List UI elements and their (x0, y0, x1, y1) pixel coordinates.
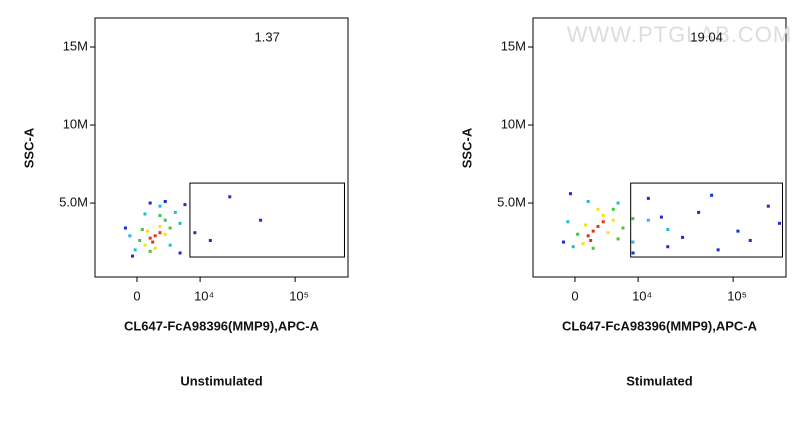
event-dot (631, 251, 635, 255)
plot-frame (94, 17, 349, 278)
gate-percent: 19.04 (690, 29, 723, 44)
event-dot (193, 231, 197, 235)
x-tick-label: 0 (133, 288, 140, 303)
y-tick-label: 5.0M (497, 194, 526, 209)
event-dot (616, 237, 620, 241)
event-dot (611, 218, 615, 222)
event-dot (586, 199, 590, 203)
event-dot (143, 212, 147, 216)
plot-frame (532, 17, 787, 278)
event-dot (736, 229, 740, 233)
event-dot (168, 226, 172, 230)
event-dot (158, 231, 162, 235)
event-dot (143, 243, 147, 247)
gate (630, 182, 783, 258)
event-dot (183, 203, 187, 207)
event-dot (576, 232, 580, 236)
event-dot (584, 223, 588, 227)
event-dot (591, 229, 595, 233)
event-dot (571, 245, 575, 249)
event-dot (748, 238, 752, 242)
event-dot (178, 221, 182, 225)
y-tick-label: 10M (501, 116, 526, 131)
event-dot (128, 234, 132, 238)
event-dot (716, 248, 720, 252)
caption: Unstimulated (180, 373, 262, 388)
y-tick-label: 15M (501, 38, 526, 53)
event-dot (646, 196, 650, 200)
event-dot (606, 231, 610, 235)
gate (189, 182, 345, 258)
event-dot (568, 192, 572, 196)
x-tick-label: 10⁴ (194, 288, 214, 303)
event-dot (123, 226, 127, 230)
event-dot (596, 207, 600, 211)
event-dot (611, 207, 615, 211)
event-dot (596, 224, 600, 228)
event-dot (158, 224, 162, 228)
event-dot (153, 246, 157, 250)
event-dot (163, 232, 167, 236)
event-dot (586, 234, 590, 238)
event-dot (561, 240, 565, 244)
event-dot (601, 220, 605, 224)
x-tick-label: 0 (571, 288, 578, 303)
y-tick-label: 10M (63, 116, 88, 131)
x-tick-label: 10⁵ (727, 288, 747, 303)
event-dot (140, 228, 144, 232)
event-dot (151, 240, 155, 244)
y-tick-label: 5.0M (59, 194, 88, 209)
watermark: WWW.PTGLAB.COM (567, 22, 792, 47)
event-dot (259, 218, 263, 222)
event-dot (681, 235, 685, 239)
event-dot (666, 228, 670, 232)
event-dot (631, 240, 635, 244)
event-dot (173, 210, 177, 214)
y-axis-label: SSC-A (459, 127, 474, 168)
event-dot (710, 193, 714, 197)
event-dot (168, 243, 172, 247)
event-dot (133, 248, 137, 252)
y-tick-label: 15M (63, 38, 88, 53)
y-axis-label: SSC-A (21, 127, 36, 168)
event-dot (163, 218, 167, 222)
event-dot (148, 249, 152, 253)
event-dot (777, 221, 781, 225)
event-dot (208, 238, 212, 242)
event-dot (697, 210, 701, 214)
event-dot (178, 251, 182, 255)
event-dot (766, 204, 770, 208)
event-dot (616, 201, 620, 205)
event-dot (659, 215, 663, 219)
gate-percent: 1.37 (255, 29, 280, 44)
event-dot (163, 199, 167, 203)
x-axis-label: CL647-FcA98396(MMP9),APC-A (124, 318, 320, 333)
x-axis-label: CL647-FcA98396(MMP9),APC-A (562, 318, 758, 333)
x-tick-label: 10⁵ (289, 288, 309, 303)
event-dot (153, 234, 157, 238)
event-dot (601, 214, 605, 218)
event-dot (589, 238, 593, 242)
event-dot (591, 246, 595, 250)
event-dot (581, 242, 585, 246)
event-dot (228, 195, 232, 199)
event-dot (148, 201, 152, 205)
event-dot (148, 236, 152, 240)
event-dot (138, 238, 142, 242)
x-tick-label: 10⁴ (632, 288, 652, 303)
caption: Stimulated (626, 373, 693, 388)
event-dot (158, 214, 162, 218)
event-dot (158, 204, 162, 208)
event-dot (621, 226, 625, 230)
event-dot (146, 229, 150, 233)
event-dot (566, 220, 570, 224)
event-dot (631, 217, 635, 221)
event-dot (130, 254, 134, 258)
event-dot (646, 218, 650, 222)
event-dot (666, 245, 670, 249)
